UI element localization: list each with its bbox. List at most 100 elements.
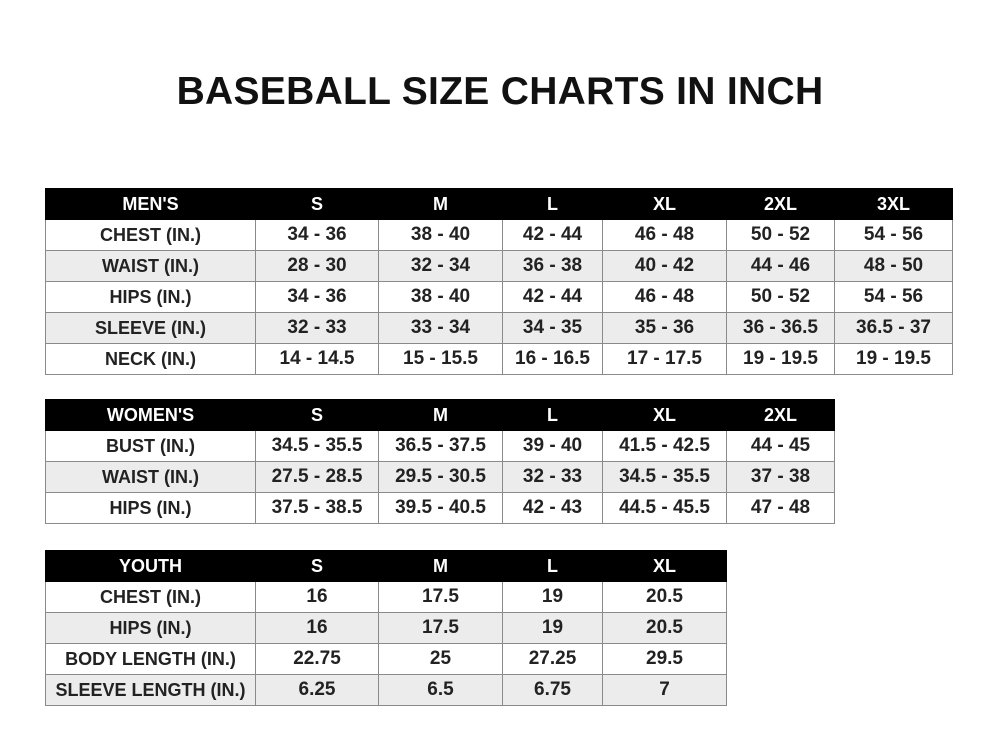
measurement-cell: 34.5 - 35.5 — [255, 430, 379, 462]
measurement-cell: 6.75 — [502, 674, 603, 706]
measurement-cell: 34 - 35 — [502, 312, 603, 344]
size-header: S — [255, 188, 379, 220]
measurement-cell: 50 - 52 — [726, 281, 835, 313]
measurement-cell: 39 - 40 — [502, 430, 603, 462]
measurement-label: WAIST (IN.) — [45, 250, 256, 282]
measurement-cell: 46 - 48 — [602, 281, 727, 313]
measurement-cell: 36.5 - 37 — [834, 312, 953, 344]
size-header: 2XL — [726, 188, 835, 220]
mens-size-table: MEN'S S M L XL 2XL 3XL CHEST (IN.) 34 - 36 38 - 4… — [45, 188, 953, 375]
measurement-cell: 38 - 40 — [378, 219, 503, 251]
table-row: HIPS (IN.) 34 - 36 38 - 40 42 - 44 46 - 48 50… — [45, 281, 953, 313]
measurement-cell: 27.25 — [502, 643, 603, 675]
measurement-cell: 42 - 44 — [502, 281, 603, 313]
measurement-cell: 42 - 43 — [502, 492, 603, 524]
category-header: MEN'S — [45, 188, 256, 220]
category-header: WOMEN'S — [45, 399, 256, 431]
table-row: HIPS (IN.) 16 17.5 19 20.5 — [45, 612, 727, 644]
measurement-cell: 54 - 56 — [834, 281, 953, 313]
measurement-cell: 47 - 48 — [726, 492, 835, 524]
measurement-label: BODY LENGTH (IN.) — [45, 643, 256, 675]
measurement-cell: 48 - 50 — [834, 250, 953, 282]
measurement-cell: 19 — [502, 581, 603, 613]
measurement-cell: 16 — [255, 612, 379, 644]
measurement-cell: 19 - 19.5 — [834, 343, 953, 375]
measurement-cell: 32 - 34 — [378, 250, 503, 282]
measurement-cell: 41.5 - 42.5 — [602, 430, 727, 462]
measurement-cell: 15 - 15.5 — [378, 343, 503, 375]
size-header: M — [378, 188, 503, 220]
measurement-label: HIPS (IN.) — [45, 281, 256, 313]
measurement-cell: 46 - 48 — [602, 219, 727, 251]
table-row: CHEST (IN.) 16 17.5 19 20.5 — [45, 581, 727, 613]
header-row: MEN'S S M L XL 2XL 3XL — [45, 188, 953, 220]
measurement-cell: 50 - 52 — [726, 219, 835, 251]
table-row: WAIST (IN.) 27.5 - 28.5 29.5 - 30.5 32 - 33… — [45, 461, 835, 493]
table-row: NECK (IN.) 14 - 14.5 15 - 15.5 16 - 16.5 17 … — [45, 343, 953, 375]
measurement-cell: 42 - 44 — [502, 219, 603, 251]
size-header: 3XL — [834, 188, 953, 220]
measurement-cell: 19 - 19.5 — [726, 343, 835, 375]
table-row: SLEEVE (IN.) 32 - 33 33 - 34 34 - 35 35 - 36… — [45, 312, 953, 344]
measurement-cell: 20.5 — [602, 612, 727, 644]
youth-size-table: YOUTH S M L XL CHEST (IN.) 16 17.5 19 20.5 HIPS (I… — [45, 550, 727, 706]
measurement-cell: 17 - 17.5 — [602, 343, 727, 375]
measurement-label: BUST (IN.) — [45, 430, 256, 462]
measurement-cell: 35 - 36 — [602, 312, 727, 344]
measurement-cell: 36.5 - 37.5 — [378, 430, 503, 462]
size-header: L — [502, 399, 603, 431]
measurement-label: HIPS (IN.) — [45, 492, 256, 524]
measurement-cell: 33 - 34 — [378, 312, 503, 344]
measurement-cell: 39.5 - 40.5 — [378, 492, 503, 524]
measurement-cell: 29.5 — [602, 643, 727, 675]
measurement-cell: 16 — [255, 581, 379, 613]
measurement-cell: 6.25 — [255, 674, 379, 706]
measurement-cell: 6.5 — [378, 674, 503, 706]
measurement-cell: 44.5 - 45.5 — [602, 492, 727, 524]
table-row: CHEST (IN.) 34 - 36 38 - 40 42 - 44 46 - 48 5… — [45, 219, 953, 251]
table-row: WAIST (IN.) 28 - 30 32 - 34 36 - 38 40 - 42 4… — [45, 250, 953, 282]
size-header: S — [255, 550, 379, 582]
size-header: M — [378, 550, 503, 582]
measurement-cell: 37.5 - 38.5 — [255, 492, 379, 524]
measurement-cell: 34 - 36 — [255, 219, 379, 251]
size-header: M — [378, 399, 503, 431]
measurement-cell: 34.5 - 35.5 — [602, 461, 727, 493]
measurement-cell: 32 - 33 — [502, 461, 603, 493]
measurement-label: CHEST (IN.) — [45, 581, 256, 613]
measurement-cell: 34 - 36 — [255, 281, 379, 313]
size-header: XL — [602, 188, 727, 220]
measurement-cell: 27.5 - 28.5 — [255, 461, 379, 493]
measurement-cell: 44 - 46 — [726, 250, 835, 282]
measurement-cell: 36 - 36.5 — [726, 312, 835, 344]
womens-size-table: WOMEN'S S M L XL 2XL BUST (IN.) 34.5 - 35.5 36.5… — [45, 399, 835, 524]
measurement-cell: 22.75 — [255, 643, 379, 675]
table-row: SLEEVE LENGTH (IN.) 6.25 6.5 6.75 7 — [45, 674, 727, 706]
measurement-label: WAIST (IN.) — [45, 461, 256, 493]
header-row: YOUTH S M L XL — [45, 550, 727, 582]
table-row: BODY LENGTH (IN.) 22.75 25 27.25 29.5 — [45, 643, 727, 675]
measurement-label: CHEST (IN.) — [45, 219, 256, 251]
size-header: XL — [602, 399, 727, 431]
measurement-cell: 25 — [378, 643, 503, 675]
size-header: L — [502, 550, 603, 582]
measurement-cell: 19 — [502, 612, 603, 644]
measurement-cell: 32 - 33 — [255, 312, 379, 344]
measurement-cell: 17.5 — [378, 581, 503, 613]
measurement-cell: 38 - 40 — [378, 281, 503, 313]
measurement-label: NECK (IN.) — [45, 343, 256, 375]
header-row: WOMEN'S S M L XL 2XL — [45, 399, 835, 431]
measurement-label: SLEEVE (IN.) — [45, 312, 256, 344]
measurement-cell: 54 - 56 — [834, 219, 953, 251]
category-header: YOUTH — [45, 550, 256, 582]
measurement-cell: 20.5 — [602, 581, 727, 613]
measurement-label: HIPS (IN.) — [45, 612, 256, 644]
measurement-cell: 37 - 38 — [726, 461, 835, 493]
measurement-cell: 17.5 — [378, 612, 503, 644]
measurement-cell: 40 - 42 — [602, 250, 727, 282]
size-header: XL — [602, 550, 727, 582]
page-title: BASEBALL SIZE CHARTS IN INCH — [176, 70, 824, 113]
size-header: 2XL — [726, 399, 835, 431]
measurement-cell: 16 - 16.5 — [502, 343, 603, 375]
table-row: HIPS (IN.) 37.5 - 38.5 39.5 - 40.5 42 - 43 4… — [45, 492, 835, 524]
